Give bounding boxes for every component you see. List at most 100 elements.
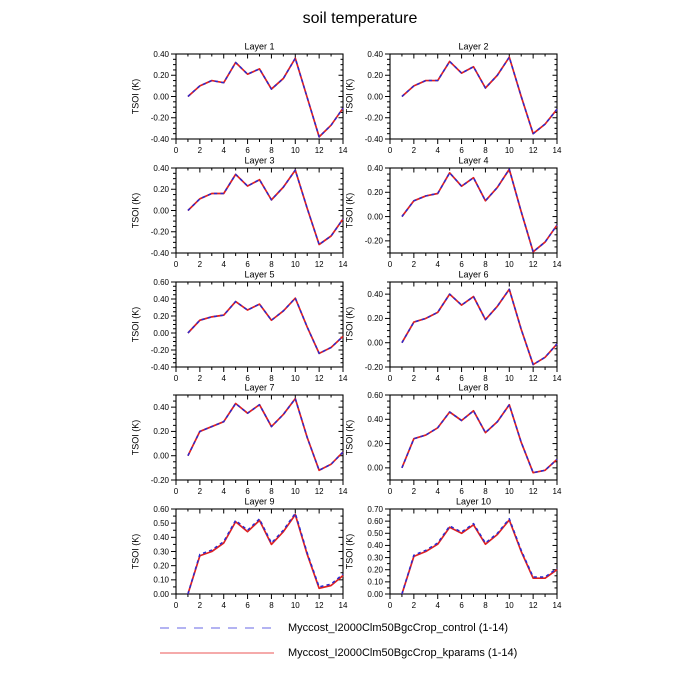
svg-text:0: 0	[388, 601, 393, 610]
axis-ticks	[385, 281, 558, 372]
svg-text:14: 14	[339, 146, 348, 155]
plot-frame	[175, 281, 344, 368]
panel-title: Layer 8	[458, 383, 488, 393]
kparams-series-line	[401, 288, 558, 366]
kparams-series-line	[401, 403, 558, 474]
svg-text:0: 0	[174, 601, 179, 610]
svg-text:10: 10	[291, 146, 300, 155]
layer-4-chart: 0 2 4 6 8 10 12 14 -0.20 0.00 0.20 0.40 Layer 4 TSOI …	[345, 156, 562, 270]
svg-text:0.40: 0.40	[367, 541, 383, 550]
solid-line-icon	[160, 651, 274, 654]
plot-frame	[175, 394, 344, 481]
svg-text:8: 8	[269, 601, 274, 610]
svg-text:0.20: 0.20	[367, 188, 383, 197]
svg-text:8: 8	[483, 374, 488, 383]
svg-text:0: 0	[174, 146, 179, 155]
axis-tick-labels: 0 2 4 6 8 10 12 14 -0.40 -0.20 0.00 0.20 0.40	[151, 164, 348, 269]
svg-text:0.00: 0.00	[367, 92, 383, 101]
svg-text:0.00: 0.00	[153, 590, 169, 599]
control-series-line	[187, 57, 344, 138]
svg-text:10: 10	[505, 146, 514, 155]
svg-text:8: 8	[483, 260, 488, 269]
svg-text:12: 12	[529, 260, 538, 269]
panel-title: Layer 6	[458, 270, 488, 280]
svg-text:0.50: 0.50	[153, 519, 169, 528]
svg-text:6: 6	[245, 260, 250, 269]
svg-text:0.40: 0.40	[367, 290, 383, 299]
panel-title: Layer 4	[458, 156, 488, 166]
control-series-line	[401, 517, 558, 595]
svg-text:10: 10	[505, 487, 514, 496]
svg-text:0.40: 0.40	[367, 415, 383, 424]
legend-label-control: Myccost_I2000Clm50BgcCrop_control (1-14)	[288, 621, 509, 634]
svg-text:12: 12	[315, 487, 324, 496]
plot-frame	[389, 53, 558, 140]
svg-text:12: 12	[529, 601, 538, 610]
svg-text:0.40: 0.40	[367, 164, 383, 173]
axis-tick-labels: 0 2 4 6 8 10 12 14 -0.20 0.00 0.20 0.40	[365, 290, 562, 383]
svg-text:14: 14	[553, 374, 562, 383]
kparams-series-line	[401, 56, 558, 135]
kparams-series-line	[401, 519, 558, 595]
control-series-line	[187, 297, 344, 355]
svg-text:12: 12	[315, 601, 324, 610]
svg-text:0.20: 0.20	[367, 439, 383, 448]
svg-text:2: 2	[412, 260, 417, 269]
plot-frame	[175, 53, 344, 140]
svg-text:12: 12	[315, 260, 324, 269]
svg-text:0.20: 0.20	[153, 561, 169, 570]
svg-text:0.60: 0.60	[367, 517, 383, 526]
svg-text:0: 0	[388, 260, 393, 269]
page-title: soil temperature	[302, 10, 418, 27]
svg-text:0.40: 0.40	[367, 50, 383, 59]
dashed-line-icon	[160, 626, 274, 629]
svg-text:14: 14	[553, 260, 562, 269]
y-axis-label: TSOI (K)	[131, 307, 141, 343]
svg-text:14: 14	[553, 487, 562, 496]
kparams-series-line	[187, 513, 344, 595]
svg-text:12: 12	[315, 146, 324, 155]
axis-tick-labels: 0 2 4 6 8 10 12 14 0.00 0.10 0.20 0.30 0.40 0.50 0.60	[153, 505, 348, 610]
svg-text:14: 14	[553, 601, 562, 610]
svg-text:-0.40: -0.40	[365, 135, 384, 144]
svg-text:-0.40: -0.40	[151, 135, 170, 144]
layer-6-chart: 0 2 4 6 8 10 12 14 -0.20 0.00 0.20 0.40 Layer 6 TSOI …	[345, 270, 562, 384]
svg-text:-0.20: -0.20	[365, 363, 384, 372]
control-series-line	[401, 403, 558, 474]
svg-text:-0.40: -0.40	[151, 363, 170, 372]
svg-text:0.60: 0.60	[153, 278, 169, 287]
svg-text:0.70: 0.70	[367, 505, 383, 514]
svg-text:0.00: 0.00	[153, 452, 169, 461]
svg-text:-0.20: -0.20	[151, 476, 170, 485]
svg-text:2: 2	[198, 260, 203, 269]
kparams-series-line	[187, 397, 344, 472]
y-axis-label: TSOI (K)	[345, 307, 355, 343]
svg-text:0.00: 0.00	[153, 206, 169, 215]
svg-text:0.40: 0.40	[153, 295, 169, 304]
axis-ticks	[171, 394, 344, 485]
svg-text:-0.20: -0.20	[365, 237, 384, 246]
y-axis-label: TSOI (K)	[345, 420, 355, 456]
layer-10-chart: 0 2 4 6 8 10 12 14 0.00 0.10 0.20 0.30 0.40 0.50 0.60 0…	[345, 497, 562, 611]
svg-text:0.20: 0.20	[367, 566, 383, 575]
kparams-series-line	[187, 57, 344, 138]
kparams-series-line	[187, 297, 344, 355]
legend: Myccost_I2000Clm50BgcCrop_control (1-14)…	[160, 615, 517, 665]
svg-text:10: 10	[291, 601, 300, 610]
svg-text:0.20: 0.20	[153, 427, 169, 436]
layer-7-chart: 0 2 4 6 8 10 12 14 -0.20 0.00 0.20 0.40 Layer 7 TSOI …	[131, 383, 348, 497]
plot-frame	[389, 394, 558, 481]
panel-title: Layer 10	[456, 497, 491, 507]
panel-title: Layer 7	[244, 383, 274, 393]
svg-text:4: 4	[435, 601, 440, 610]
y-axis-label: TSOI (K)	[131, 193, 141, 229]
svg-text:6: 6	[245, 146, 250, 155]
svg-text:2: 2	[198, 146, 203, 155]
svg-text:6: 6	[245, 601, 250, 610]
svg-text:-0.20: -0.20	[151, 228, 170, 237]
svg-text:0: 0	[174, 260, 179, 269]
control-series-line	[401, 288, 558, 366]
svg-text:4: 4	[435, 260, 440, 269]
svg-text:14: 14	[339, 374, 348, 383]
svg-text:14: 14	[553, 146, 562, 155]
